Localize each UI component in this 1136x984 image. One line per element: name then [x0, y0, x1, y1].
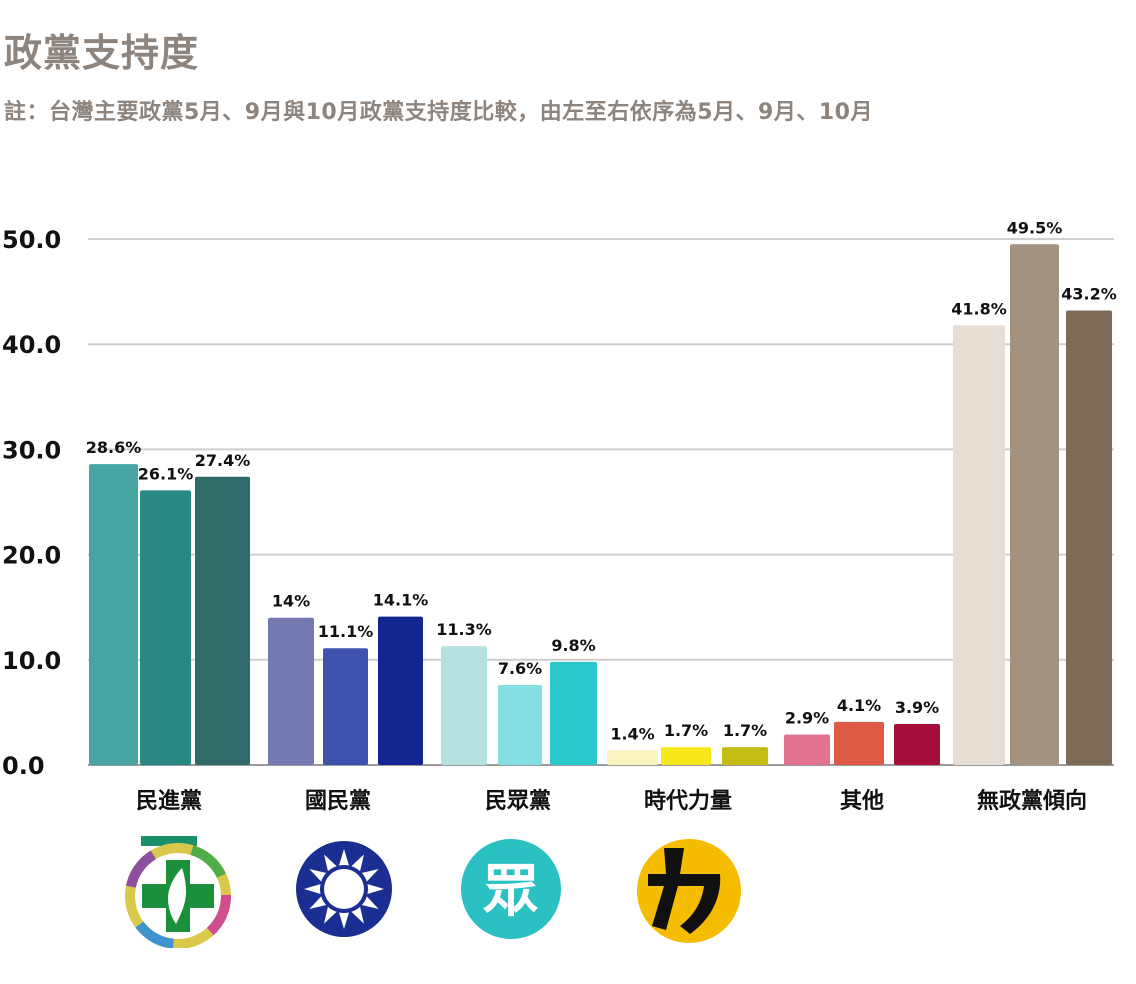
- data-label: 11.1%: [318, 622, 374, 641]
- bar: [607, 750, 658, 765]
- data-label: 2.9%: [785, 708, 829, 727]
- category-label: 時代力量: [644, 789, 732, 814]
- kmt-ray: [338, 849, 350, 868]
- bar: [441, 646, 487, 765]
- bar: [894, 723, 940, 765]
- kmt-ray: [365, 883, 384, 895]
- data-label: 14.1%: [373, 591, 429, 610]
- data-label: 26.1%: [138, 464, 194, 483]
- y-tick-label: 20.0: [2, 542, 61, 570]
- kmt-ray: [338, 910, 350, 929]
- data-label: 41.8%: [951, 299, 1007, 318]
- bar: [784, 734, 830, 765]
- kmt-ray: [304, 883, 323, 895]
- bar: [834, 721, 884, 765]
- data-label: 28.6%: [86, 438, 142, 457]
- category-label: 無政黨傾向: [977, 788, 1087, 814]
- bar: [1010, 244, 1059, 765]
- category-label: 其他: [840, 789, 884, 814]
- dpp-logo: [125, 836, 231, 948]
- bar: [378, 616, 423, 765]
- kmt-logo: [294, 839, 394, 939]
- data-label: 1.7%: [664, 721, 708, 740]
- bar: [140, 490, 191, 765]
- data-label: 1.7%: [723, 721, 767, 740]
- bar: [550, 661, 597, 765]
- bar: [953, 325, 1005, 765]
- data-label: 27.4%: [195, 451, 251, 470]
- data-label: 9.8%: [551, 636, 595, 655]
- tpp-logo: 眾: [461, 839, 561, 939]
- data-label: 3.9%: [895, 698, 939, 717]
- chart-title: 政黨支持度: [4, 31, 200, 75]
- data-label: 4.1%: [837, 696, 881, 715]
- bar: [661, 747, 711, 765]
- bar: [195, 476, 250, 765]
- y-tick-label: 50.0: [2, 226, 61, 254]
- y-tick-label: 0.0: [2, 752, 45, 780]
- bar: [323, 648, 368, 765]
- category-label: 國民黨: [305, 789, 371, 814]
- bar: [722, 747, 768, 765]
- category-label: 民眾黨: [485, 789, 551, 814]
- chart-subtitle: 註：台灣主要政黨5月、9月與10月政黨支持度比較，由左至右依序為5月、9月、10…: [4, 100, 873, 125]
- y-tick-label: 10.0: [2, 647, 61, 675]
- data-label: 49.5%: [1007, 218, 1063, 237]
- bar: [89, 464, 138, 765]
- npp-logo: [637, 839, 741, 943]
- bar: [268, 617, 314, 765]
- data-label: 7.6%: [498, 659, 542, 678]
- y-tick-label: 40.0: [2, 331, 61, 359]
- bar: [498, 685, 542, 765]
- data-label: 11.3%: [436, 620, 492, 639]
- data-label: 1.4%: [610, 724, 654, 743]
- data-label: 43.2%: [1061, 285, 1117, 304]
- category-label: 民進黨: [136, 789, 202, 814]
- data-label: 14%: [272, 592, 310, 611]
- bar: [1066, 310, 1112, 765]
- y-tick-label: 30.0: [2, 436, 61, 464]
- tpp-logo-glyph: 眾: [483, 859, 539, 924]
